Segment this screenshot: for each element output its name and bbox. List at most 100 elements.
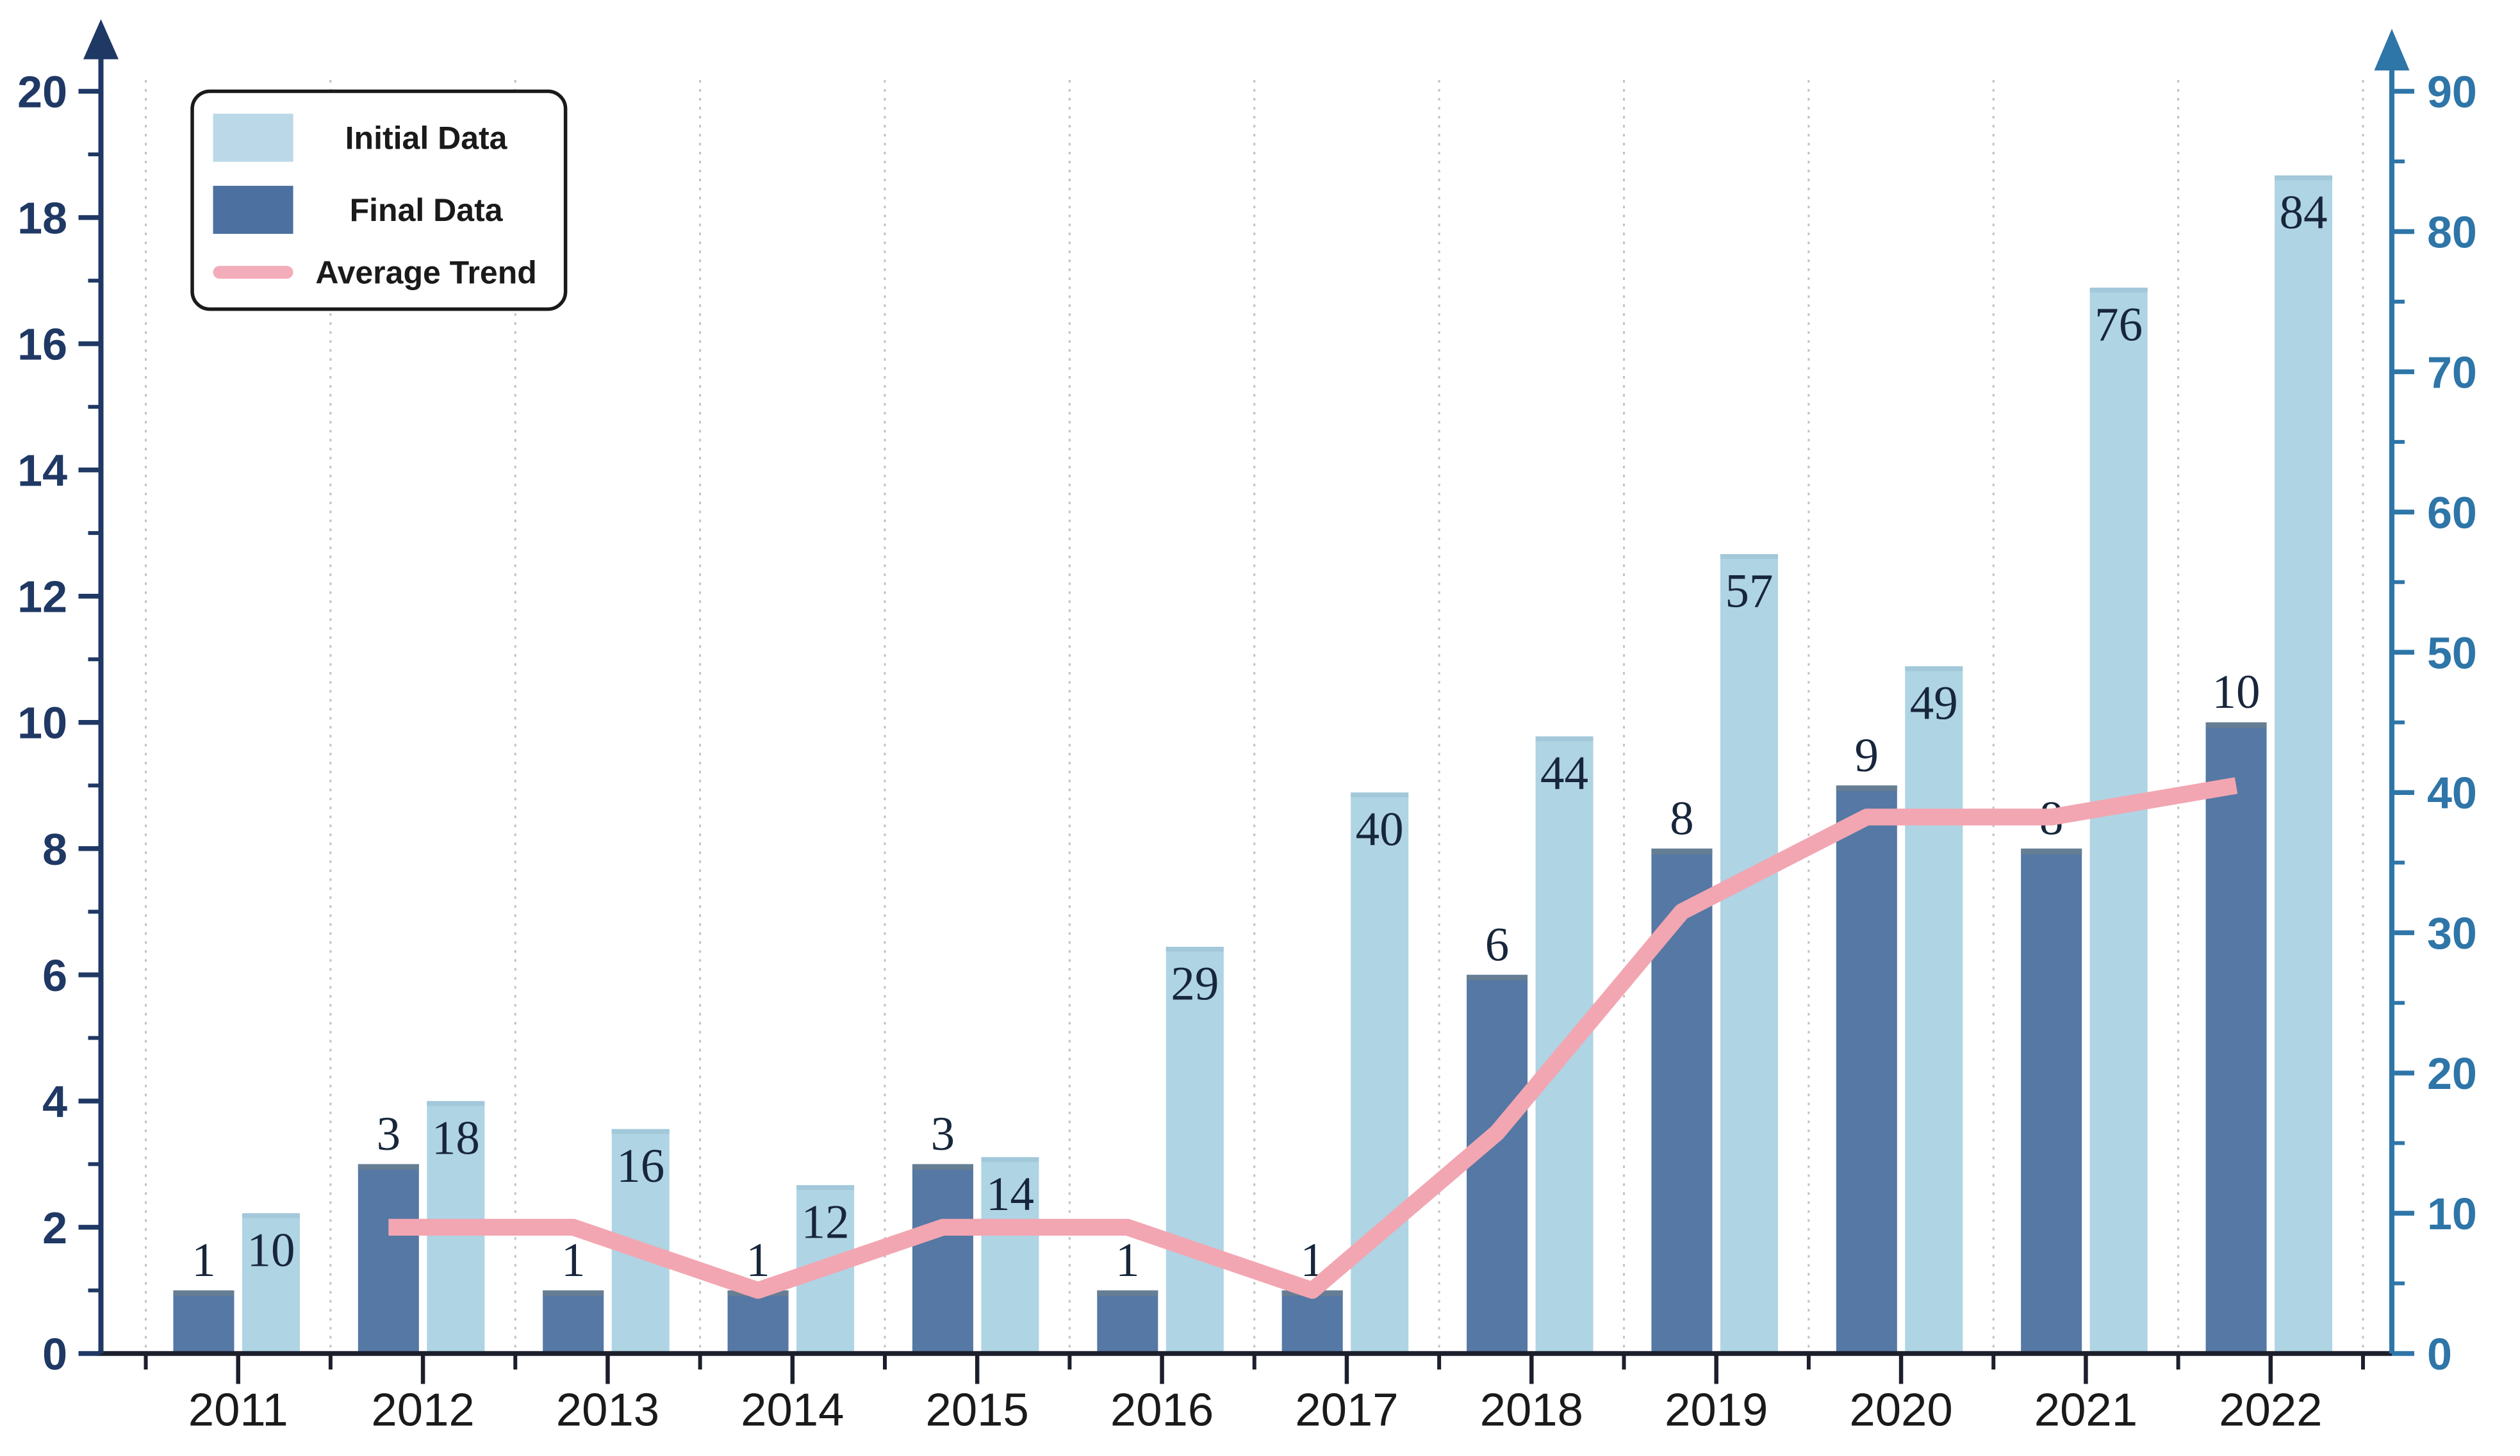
bar-cap	[543, 1290, 604, 1296]
bar-label-initial-2012: 18	[432, 1111, 480, 1165]
x-axis-label-2021: 2021	[2034, 1384, 2137, 1436]
right-tick-label-10: 10	[2427, 1189, 2477, 1239]
bar-cap	[1467, 974, 1528, 981]
bar-label-initial-2018: 44	[1540, 747, 1588, 800]
bar-label-final-2016: 1	[1116, 1234, 1139, 1287]
right-tick-label-40: 40	[2427, 768, 2477, 818]
bar-initial-2019	[1720, 554, 1778, 1354]
bar-cap	[1720, 554, 1778, 559]
left-tick-label-18: 18	[17, 193, 67, 243]
left-tick-label-8: 8	[42, 824, 67, 874]
bar-initial-2016	[1165, 947, 1224, 1354]
bar-initial-2020	[1905, 666, 1963, 1354]
bar-initial-2015	[981, 1157, 1039, 1354]
bar-label-final-2011: 1	[192, 1234, 215, 1287]
left-axis-arrow-icon	[83, 19, 119, 60]
bar-cap	[242, 1213, 300, 1218]
bar-cap	[1535, 736, 1594, 742]
legend-label-average-trend: Average Trend	[315, 255, 536, 291]
bar-label-final-2015: 3	[931, 1108, 955, 1161]
bar-initial-2021	[2089, 288, 2148, 1354]
bar-initial-2022	[2275, 175, 2333, 1354]
bar-initial-2011	[242, 1213, 300, 1354]
legend-swatch-average-trend	[213, 266, 293, 279]
bar-final-2013	[543, 1290, 604, 1354]
bar-cap	[912, 1164, 973, 1170]
x-axis-label-2012: 2012	[371, 1384, 474, 1436]
x-axis-label-2011: 2011	[188, 1384, 288, 1436]
x-axis-label-2015: 2015	[926, 1384, 1029, 1436]
bar-label-initial-2016: 29	[1171, 958, 1219, 1011]
right-tick-label-20: 20	[2427, 1049, 2477, 1099]
bar-final-2020	[1836, 785, 1897, 1354]
bar-cap	[427, 1100, 485, 1106]
bar-initial-2017	[1351, 792, 1409, 1354]
bar-final-2022	[2205, 722, 2267, 1354]
left-tick-label-12: 12	[17, 572, 67, 622]
bar-label-initial-2015: 14	[986, 1168, 1034, 1221]
left-tick-label-6: 6	[42, 951, 67, 1001]
bar-label-final-2022: 10	[2212, 666, 2261, 719]
left-tick-label-10: 10	[17, 698, 67, 748]
bar-final-2015	[912, 1164, 973, 1354]
right-tick-label-60: 60	[2427, 487, 2477, 537]
bar-label-initial-2020: 49	[1910, 677, 1958, 730]
trend-line	[388, 777, 2238, 1299]
x-axis-label-2019: 2019	[1665, 1384, 1768, 1436]
left-tick-label-20: 20	[17, 67, 67, 117]
bar-label-initial-2013: 16	[616, 1140, 664, 1193]
bar-label-initial-2022: 84	[2280, 186, 2328, 239]
bar-final-2017	[1281, 1290, 1343, 1354]
bar-cap	[1651, 848, 1713, 855]
left-tick-label-4: 4	[42, 1077, 67, 1127]
bar-cap	[2089, 288, 2148, 293]
left-tick-label-2: 2	[42, 1203, 67, 1253]
right-tick-label-0: 0	[2427, 1329, 2452, 1379]
bar-cap	[1836, 785, 1897, 792]
legend-swatch-initial-data	[213, 113, 293, 162]
bar-final-2016	[1097, 1290, 1158, 1354]
bar-final-2014	[727, 1290, 789, 1354]
bar-cap	[796, 1185, 855, 1190]
right-tick-label-90: 90	[2427, 67, 2477, 117]
bar-label-final-2019: 8	[1670, 792, 1693, 845]
bar-label-initial-2014: 12	[802, 1196, 850, 1249]
bar-label-final-2012: 3	[377, 1108, 400, 1161]
right-tick-label-80: 80	[2427, 207, 2477, 257]
x-axis-label-2017: 2017	[1295, 1384, 1398, 1436]
right-axis-arrow-icon	[2374, 29, 2410, 71]
bar-label-initial-2017: 40	[1356, 803, 1404, 856]
bar-final-2021	[2021, 848, 2082, 1354]
bar-final-2012	[358, 1164, 419, 1354]
bar-final-2018	[1467, 974, 1528, 1354]
x-axis-label-2016: 2016	[1110, 1384, 1214, 1436]
bar-cap	[2021, 848, 2082, 855]
bar-cap	[173, 1290, 235, 1296]
bar-cap	[1905, 666, 1963, 671]
bar-label-initial-2011: 10	[247, 1224, 295, 1277]
legend-label-initial-data: Initial Data	[345, 120, 508, 156]
left-tick-label-14: 14	[17, 446, 67, 496]
bar-cap	[1351, 792, 1409, 798]
bar-cap	[611, 1129, 670, 1134]
bar-label-final-2013: 1	[561, 1234, 585, 1287]
bar-cap	[2275, 175, 2333, 181]
bar-label-initial-2021: 76	[2095, 299, 2143, 352]
legend-swatch-final-data	[213, 186, 293, 234]
left-tick-label-0: 0	[42, 1329, 67, 1379]
right-tick-label-30: 30	[2427, 908, 2477, 958]
bar-cap	[981, 1157, 1039, 1162]
left-tick-label-16: 16	[17, 320, 67, 370]
right-tick-label-50: 50	[2427, 628, 2477, 678]
bar-label-final-2018: 6	[1485, 918, 1509, 971]
x-axis-label-2022: 2022	[2219, 1384, 2322, 1436]
legend-label-final-data: Final Data	[350, 192, 504, 228]
bar-label-final-2014: 1	[746, 1234, 770, 1287]
x-axis-label-2020: 2020	[1849, 1384, 1952, 1436]
bar-label-initial-2019: 57	[1725, 565, 1773, 618]
right-tick-label-70: 70	[2427, 347, 2477, 397]
bar-cap	[358, 1164, 419, 1170]
x-axis-label-2018: 2018	[1480, 1384, 1583, 1436]
bar-final-2011	[173, 1290, 235, 1354]
